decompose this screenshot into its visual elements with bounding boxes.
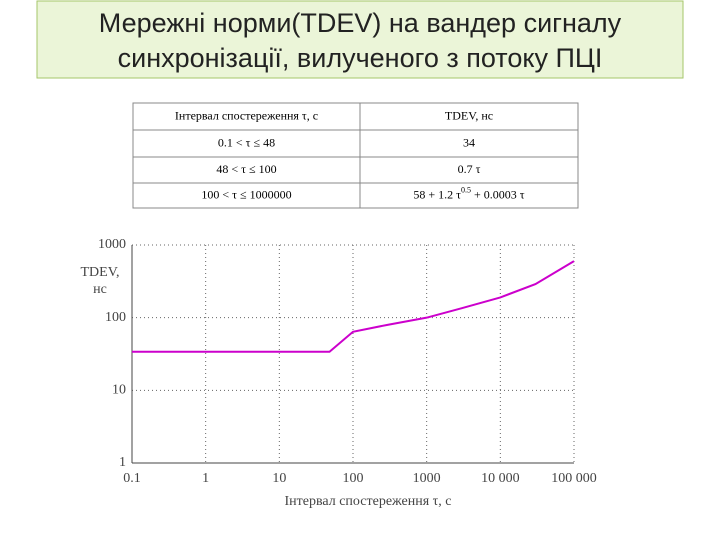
x-tick-label: 100 xyxy=(343,471,364,486)
title-line: Мережні норми(TDEV) на вандер сигналу xyxy=(99,8,622,38)
x-axis-label: Інтервал спостереження τ, с xyxy=(284,494,451,509)
title-line: синхронізації, вилученого з потоку ПЦІ xyxy=(118,43,603,73)
y-tick-label: 1 xyxy=(119,455,126,470)
y-axis-label: нс xyxy=(93,282,107,297)
table-cell: 100 < τ ≤ 1000000 xyxy=(201,187,291,201)
data-line xyxy=(132,260,575,353)
table-cell: 0.1 < τ ≤ 48 xyxy=(218,135,275,149)
x-tick-label: 10 000 xyxy=(481,471,520,486)
table-cell: 58 + 1.2 τ0.5 + 0.0003 τ xyxy=(413,185,524,201)
y-tick-label: 100 xyxy=(105,310,126,325)
formula-part: + 0.0003 τ xyxy=(471,187,525,201)
x-tick-label: 0.1 xyxy=(123,471,141,486)
chart: 0.1 1 10 100 1000 10 000 100 0001101001000TDEV… xyxy=(80,237,596,509)
table-frame xyxy=(132,102,579,209)
formula-part: 58 + 1.2 τ xyxy=(413,187,461,201)
y-tick-label: 1000 xyxy=(98,237,126,252)
x-tick-label: 10 xyxy=(272,471,286,486)
table-header: TDEV, нс xyxy=(445,108,493,122)
table-cell: 48 < τ ≤ 100 xyxy=(216,162,276,176)
x-tick-label: 1000 xyxy=(413,471,441,486)
formula-part: 0.5 xyxy=(461,185,471,194)
table-cell: 0.7 τ xyxy=(458,162,481,176)
x-tick-label: 1 xyxy=(202,471,209,486)
table: Інтервал спостереження τ, с TDEV, нс 0.1 <… xyxy=(132,102,579,209)
table-header: Інтервал спостереження τ, с xyxy=(175,108,318,122)
y-tick-label: 10 xyxy=(112,383,126,398)
title-box xyxy=(36,0,684,79)
x-tick-label: 100 000 xyxy=(551,471,597,486)
table-cell: 34 xyxy=(463,135,475,149)
y-axis-label: TDEV, xyxy=(80,265,119,280)
